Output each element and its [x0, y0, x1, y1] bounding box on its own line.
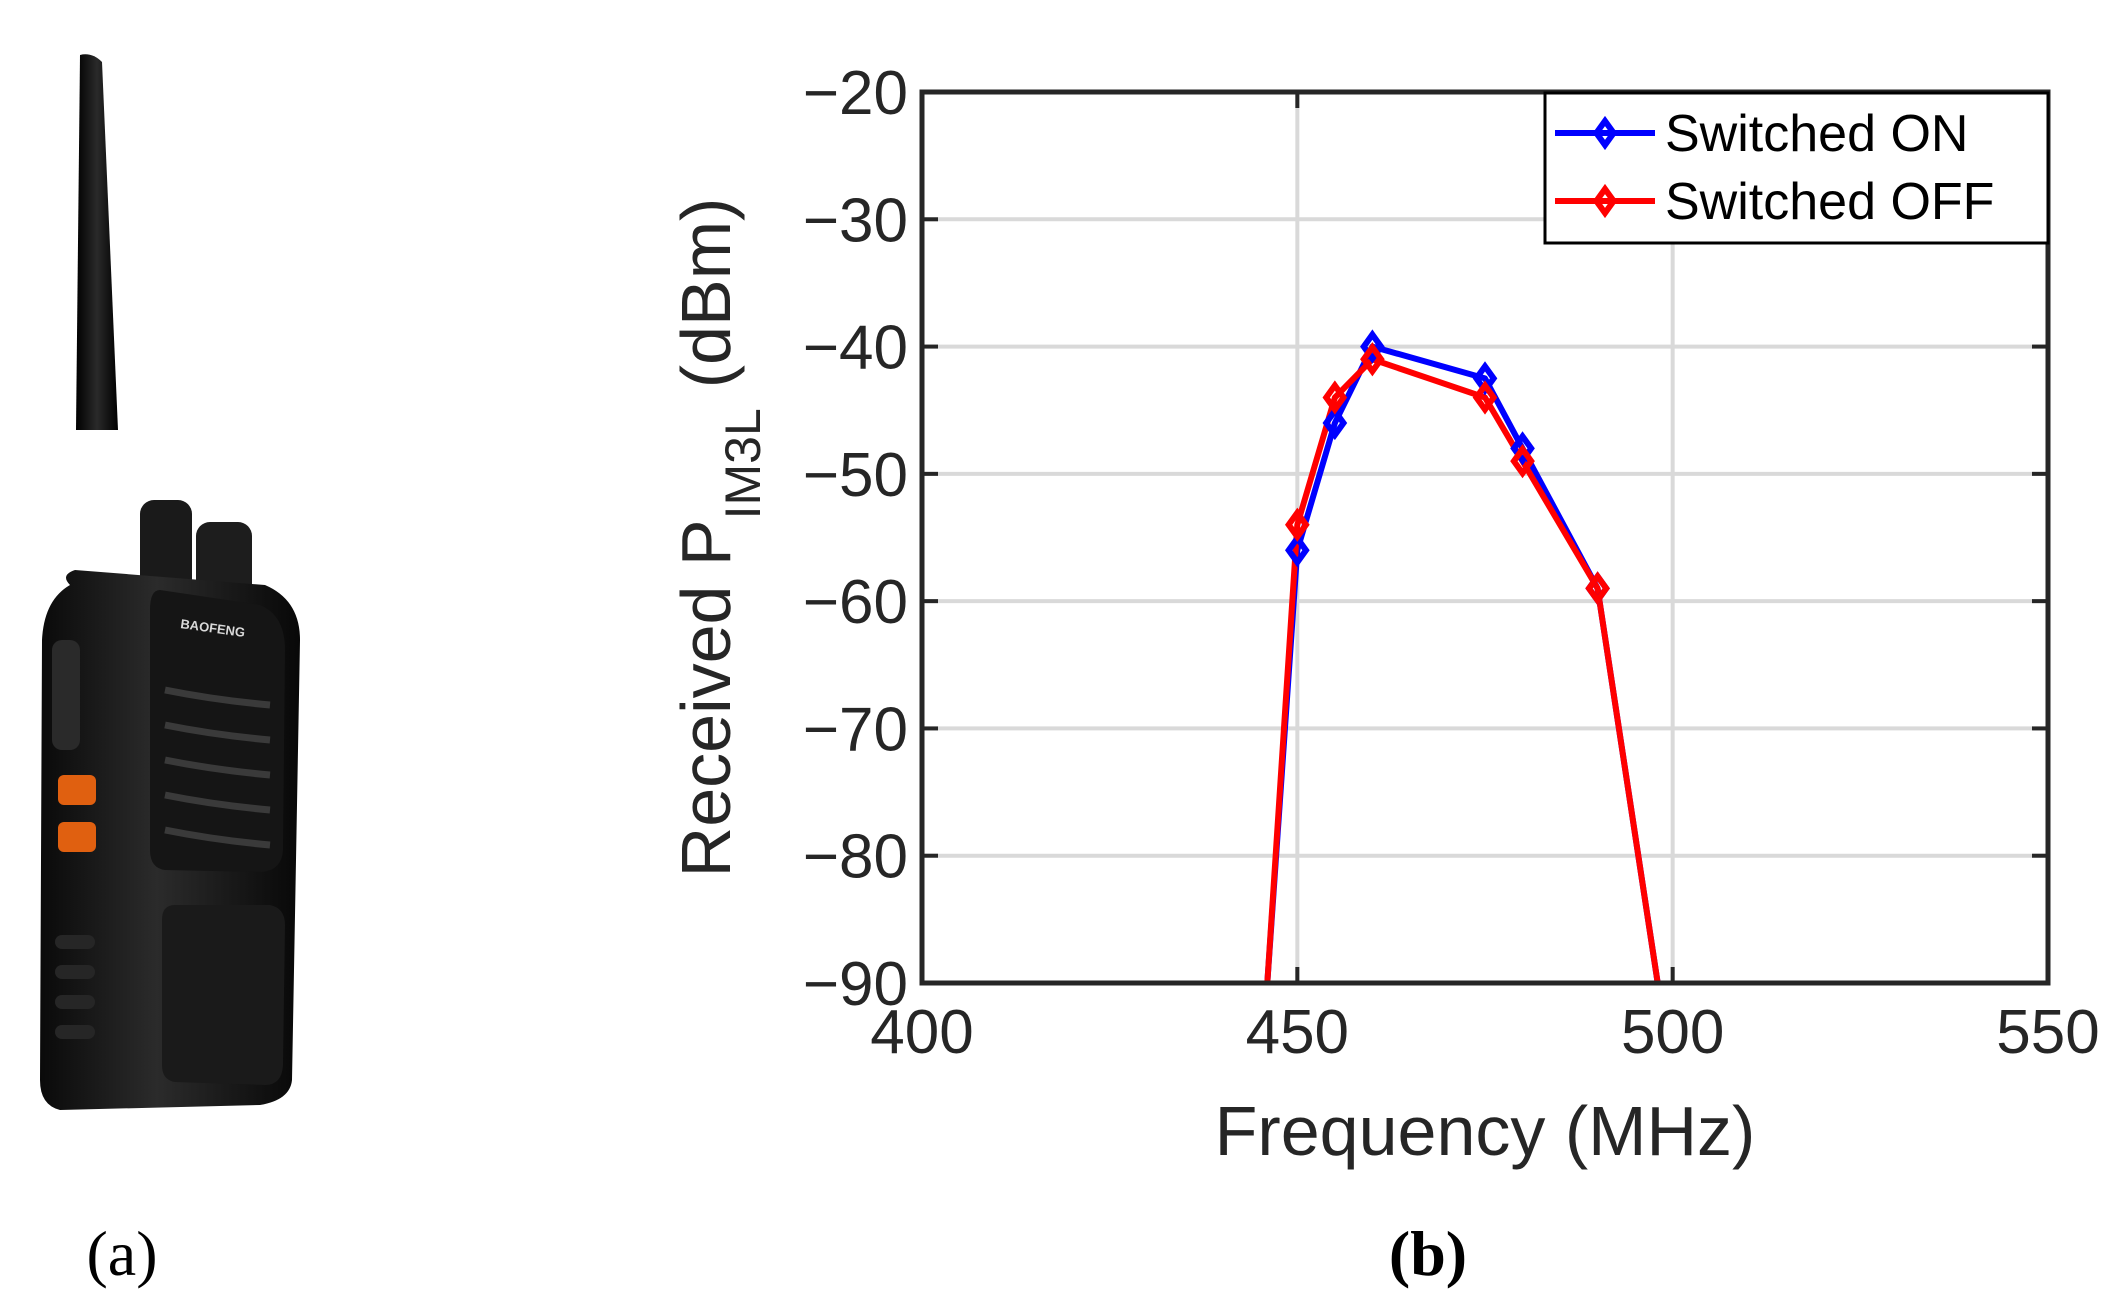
legend-marker-switched-off — [1592, 183, 1618, 219]
y-tick-label: −30 — [803, 186, 908, 255]
legend-marker-switched-on — [1592, 115, 1618, 151]
panel-label-a: (a) — [86, 1218, 157, 1289]
y-tick-label: −70 — [803, 695, 908, 764]
y-axis-title-main: Received P — [667, 519, 745, 877]
legend-box — [1543, 91, 2050, 245]
y-tick-label: −60 — [803, 568, 908, 637]
y-axis-title-subscript: IM3L — [715, 408, 771, 519]
series-lines — [1264, 343, 1661, 983]
y-tick-label: −20 — [803, 59, 908, 128]
x-tick-label: 400 — [870, 998, 973, 1067]
x-axis-title: Frequency (MHz) — [1215, 1092, 1756, 1170]
data-point-switched-on — [1284, 533, 1310, 568]
data-point-switched-on — [1360, 329, 1385, 364]
x-tick-label: 500 — [1621, 998, 1724, 1067]
ptt-grip — [52, 640, 80, 750]
x-tick-label: 450 — [1246, 998, 1349, 1067]
frequency-response-chart: 400 450 500 550 −20 −30 −40 −50 −60 −70 −80 −90 Fr… — [667, 59, 2100, 1170]
data-point-switched-off — [1322, 380, 1348, 415]
y-axis-ticks: −20 −30 −40 −50 −60 −70 −80 −90 — [803, 59, 2048, 1019]
data-point-switched-on — [1322, 405, 1348, 441]
antenna — [76, 54, 118, 431]
series-line-switched-off — [1264, 356, 1661, 983]
y-axis-title-unit: (dBm) — [667, 198, 745, 389]
series-line-switched-on — [1264, 343, 1661, 983]
battery-panel — [162, 905, 285, 1085]
data-point-switched-off — [1472, 380, 1498, 415]
x-tick-label: 550 — [1996, 998, 2099, 1067]
legend-label-switched-off: Switched OFF — [1665, 173, 1994, 231]
y-tick-label: −90 — [803, 950, 908, 1019]
legend-label-switched-on: Switched ON — [1665, 105, 1968, 163]
data-point-switched-off — [1585, 571, 1610, 606]
side-button-lower — [58, 822, 96, 852]
data-point-switched-on — [1510, 431, 1535, 466]
svg-text:Received PIM3L(dBm): Received PIM3L (dBm) — [667, 198, 771, 878]
walkie-talkie-image: BAOFENG — [40, 54, 300, 1110]
data-point-switched-off — [1284, 507, 1310, 542]
x-axis-ticks: 400 450 500 550 — [870, 92, 2100, 1067]
legend: Switched ON Switched OFF — [1543, 91, 2050, 245]
panel-label-b: (b) — [1389, 1218, 1467, 1289]
y-axis-title: Received PIM3L (dBm) — [667, 198, 771, 878]
y-tick-label: −50 — [803, 441, 908, 510]
y-tick-label: −80 — [803, 823, 908, 892]
grill-slots — [164, 686, 271, 849]
plot-area-frame — [919, 89, 2051, 986]
side-button-upper — [58, 775, 96, 805]
data-point-switched-off — [1510, 443, 1535, 479]
series-markers — [1284, 329, 1610, 606]
lower-grip-ridges — [55, 935, 95, 1039]
data-point-switched-off — [1360, 342, 1385, 377]
volume-knob — [140, 500, 192, 600]
y-tick-label: −40 — [803, 314, 908, 383]
